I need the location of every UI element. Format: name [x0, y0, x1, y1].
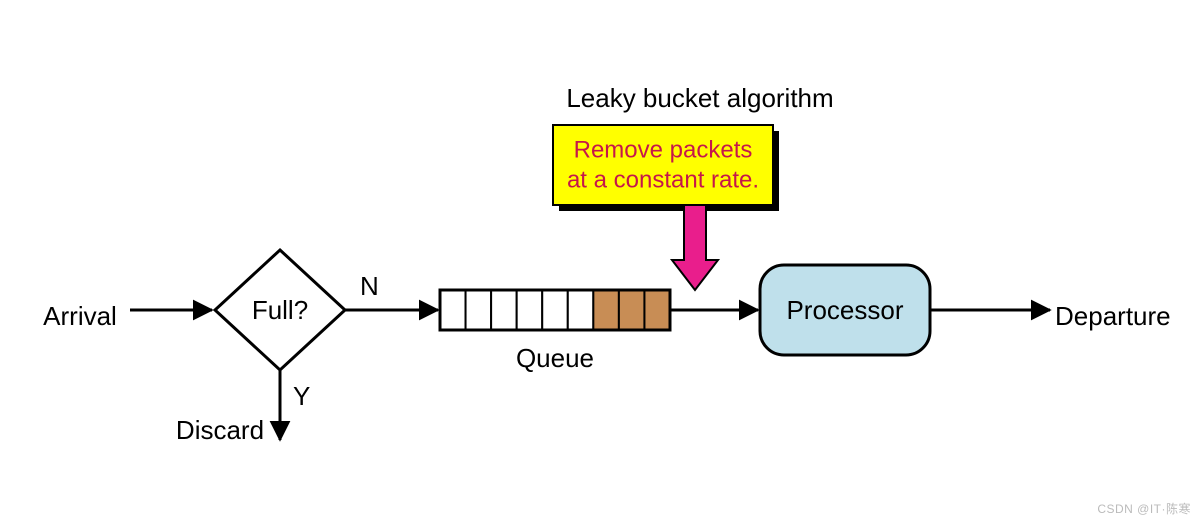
diagram-title: Leaky bucket algorithm: [566, 83, 833, 113]
note-line: at a constant rate.: [567, 166, 759, 193]
branch-n-label: N: [360, 271, 379, 301]
queue-label: Queue: [516, 343, 594, 373]
discard-label: Discard: [176, 415, 264, 445]
queue-cell-empty: [568, 290, 594, 330]
note-line: Remove packets: [574, 136, 753, 163]
branch-y-label: Y: [293, 381, 310, 411]
processor-label: Processor: [786, 295, 903, 325]
queue-cell-empty: [491, 290, 517, 330]
watermark-text: CSDN @IT·陈寒: [1097, 500, 1191, 517]
arrival-label: Arrival: [43, 301, 117, 331]
queue-cell-empty: [517, 290, 543, 330]
queue-cell-empty: [440, 290, 466, 330]
departure-label: Departure: [1055, 301, 1171, 331]
queue-cell-filled: [619, 290, 645, 330]
queue-cell-filled: [593, 290, 619, 330]
queue-cell-empty: [466, 290, 492, 330]
note-arrow: [672, 205, 718, 290]
queue-cell-empty: [542, 290, 568, 330]
queue-cell-filled: [644, 290, 670, 330]
decision-full-label: Full?: [252, 295, 308, 325]
